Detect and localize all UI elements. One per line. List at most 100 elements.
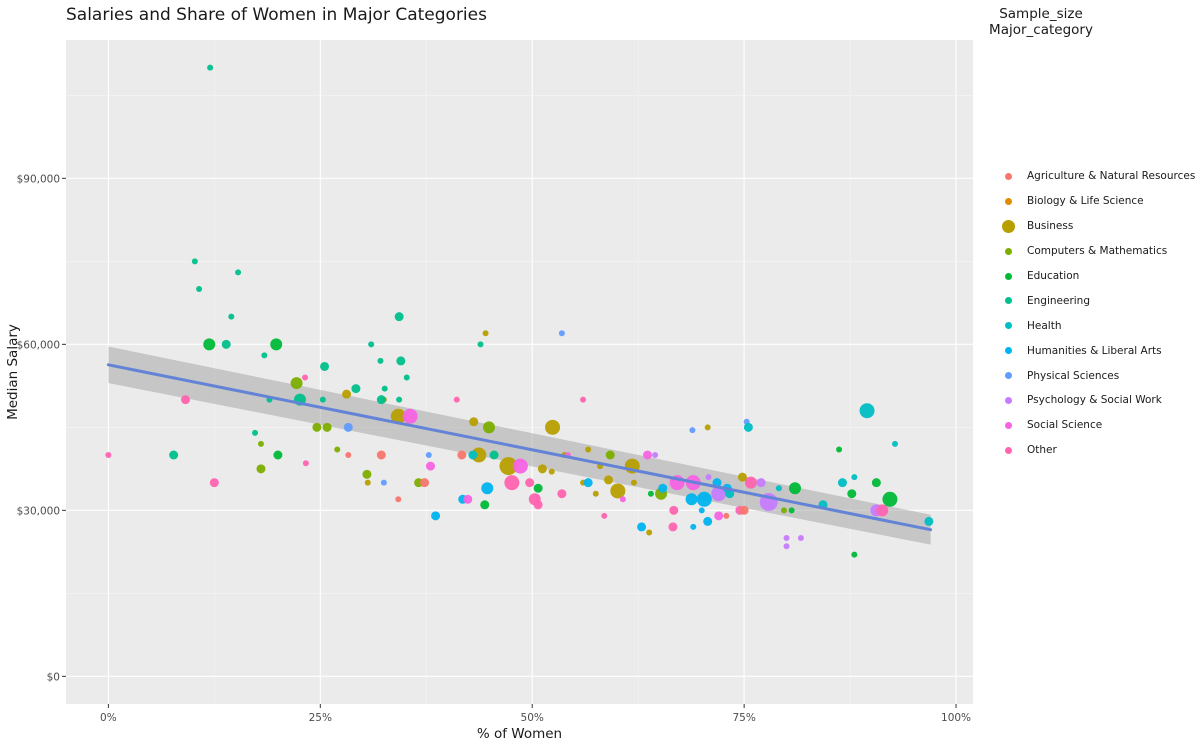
data-point (619, 496, 626, 503)
legend-item: Education (1000, 264, 1195, 289)
data-point (637, 522, 647, 532)
data-point (290, 377, 303, 390)
data-point (668, 522, 678, 532)
legend-item: Social Science (1000, 413, 1195, 438)
data-point (270, 338, 283, 351)
data-point (453, 396, 460, 403)
data-point (477, 341, 484, 348)
legend-swatch (1000, 197, 1016, 205)
data-point (252, 429, 259, 436)
legend-swatch (1000, 372, 1016, 380)
data-point (690, 523, 697, 530)
legend-dot-icon (1004, 446, 1012, 454)
data-point (601, 512, 608, 519)
data-point (592, 490, 599, 497)
x-tick-label: 25% (309, 712, 332, 724)
data-point (482, 330, 489, 337)
data-point (723, 512, 730, 519)
data-point (780, 507, 787, 514)
data-point (711, 486, 727, 502)
data-point (696, 491, 712, 507)
data-point (512, 458, 528, 474)
data-point (585, 446, 592, 453)
data-point (169, 450, 179, 460)
legend-dot-icon (1004, 396, 1012, 404)
legend-label: Physical Sciences (1027, 369, 1120, 382)
x-axis-title: % of Women (477, 726, 562, 740)
data-point (583, 478, 593, 488)
data-point (181, 395, 191, 405)
data-point (504, 475, 520, 491)
data-point (209, 478, 219, 488)
data-point (647, 490, 654, 497)
data-point (797, 535, 804, 541)
data-point (703, 516, 713, 526)
data-point (744, 476, 757, 489)
data-point (580, 396, 587, 403)
data-point (203, 338, 216, 351)
data-point (380, 479, 387, 486)
data-point (431, 511, 441, 521)
data-point (630, 479, 637, 486)
data-point (468, 450, 478, 460)
data-point (737, 472, 747, 482)
y-tick-label: $60,000 (17, 339, 60, 351)
data-point (261, 352, 268, 359)
data-point (457, 450, 467, 460)
data-point (642, 450, 652, 460)
legend-swatch (1000, 219, 1016, 233)
data-point (334, 446, 341, 453)
data-point (704, 424, 711, 431)
data-point (362, 469, 372, 479)
data-point (345, 452, 352, 458)
legend-label: Education (1027, 270, 1080, 282)
data-point (489, 450, 499, 460)
data-points (105, 64, 934, 558)
data-point (837, 478, 847, 488)
legend-title: Sample_size Major_category (980, 6, 1102, 38)
legend-item: Physical Sciences (1000, 363, 1195, 388)
legend-item: Biology & Life Science (1000, 189, 1195, 214)
minor-gridlines (66, 40, 973, 704)
y-tick-label: $30,000 (17, 505, 60, 517)
legend-item: Health (1000, 313, 1195, 338)
legend-dot-icon (1004, 347, 1012, 355)
legend-label: Social Science (1027, 419, 1103, 432)
data-point (725, 489, 735, 499)
x-axis-ticks: 0% 25% 50% 75% 100% (100, 704, 971, 724)
data-point (463, 494, 473, 504)
data-point (320, 361, 330, 371)
data-point (924, 516, 934, 526)
data-point (273, 450, 283, 460)
data-point (892, 440, 899, 447)
data-point (525, 478, 535, 488)
data-point (376, 395, 386, 405)
data-point (105, 452, 112, 458)
data-point (548, 468, 555, 475)
legend-item: Business (1000, 214, 1195, 239)
data-point (482, 421, 495, 434)
data-point (396, 356, 406, 366)
data-point (847, 489, 857, 499)
data-point (743, 422, 753, 432)
data-point (302, 374, 309, 381)
data-point (739, 505, 749, 515)
legend-dot-icon (1001, 219, 1015, 233)
data-point (481, 482, 494, 495)
legend-label: Business (1027, 220, 1074, 233)
data-point (788, 507, 795, 514)
legend-dot-icon (1004, 421, 1012, 429)
data-point (851, 474, 858, 481)
data-point (685, 493, 698, 506)
x-tick-label: 0% (100, 712, 117, 724)
data-point (312, 422, 322, 432)
data-point (390, 408, 406, 424)
data-point (396, 396, 403, 403)
legend-title-category: Major_category (989, 22, 1093, 38)
data-point (604, 475, 614, 485)
data-point (207, 64, 214, 71)
data-point (545, 419, 561, 435)
data-point (351, 384, 361, 394)
data-point (646, 529, 653, 536)
legend-swatch (1000, 247, 1016, 255)
